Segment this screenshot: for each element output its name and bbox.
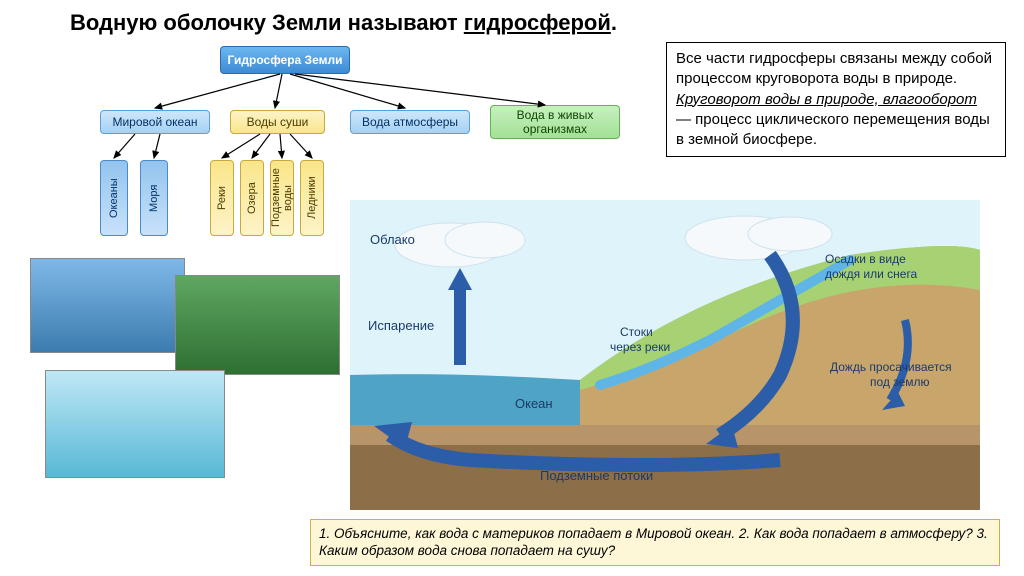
tree-leaf: Реки <box>210 160 234 236</box>
tree-node: Гидросфера Земли <box>220 46 350 74</box>
photo-placeholder <box>30 258 185 353</box>
label-infil2: под землю <box>870 375 930 389</box>
label-runoff1: Стоки <box>620 325 653 339</box>
tree-leaf: Океаны <box>100 160 128 236</box>
questions-box: 1. Объясните, как вода с материков попад… <box>310 519 1000 566</box>
tree-leaf: Подземные воды <box>270 160 294 236</box>
tree-leaf: Озера <box>240 160 264 236</box>
page-title: Водную оболочку Земли называют гидросфер… <box>70 10 617 36</box>
label-groundwater: Подземные потоки <box>540 468 653 483</box>
water-cycle-diagram: Облако Испарение Океан Осадки в виде дож… <box>350 200 980 510</box>
label-infil1: Дождь просачивается <box>830 360 952 374</box>
tree-node: Воды суши <box>230 110 325 134</box>
infobox: Все части гидросферы связаны между собой… <box>666 42 1006 157</box>
label-ocean: Океан <box>515 396 553 411</box>
label-precip2: дождя или снега <box>825 267 917 281</box>
photo-placeholder <box>45 370 225 478</box>
tree-leaf: Ледники <box>300 160 324 236</box>
photo-placeholder <box>175 275 340 375</box>
label-cloud: Облако <box>370 232 415 247</box>
label-precip1: Осадки в виде <box>825 252 906 266</box>
tree-node: Вода атмосферы <box>350 110 470 134</box>
label-runoff2: через реки <box>610 340 670 354</box>
label-evaporation: Испарение <box>368 318 434 333</box>
tree-leaf: Моря <box>140 160 168 236</box>
tree-node: Вода в живых организмах <box>490 105 620 139</box>
tree-node: Мировой океан <box>100 110 210 134</box>
